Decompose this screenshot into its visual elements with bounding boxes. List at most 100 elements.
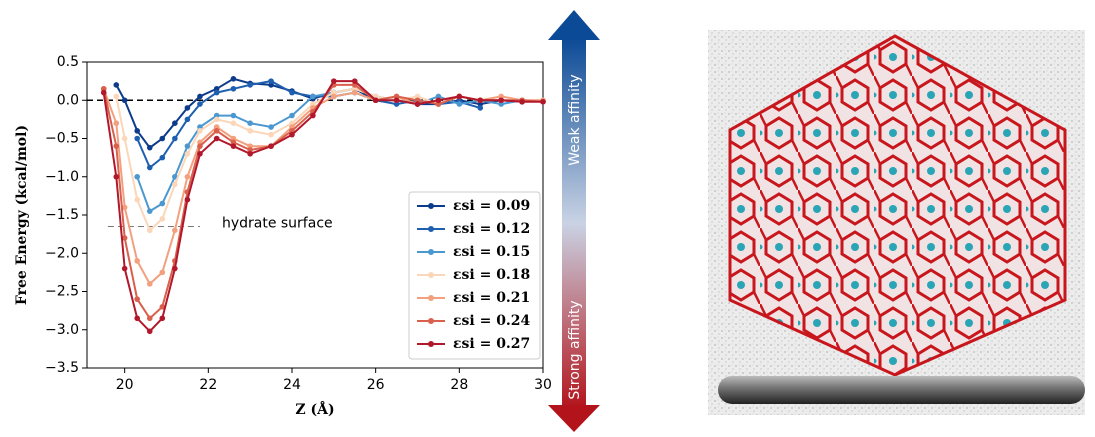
point [172,120,178,126]
point [184,173,191,180]
point [172,173,178,180]
point [372,97,379,104]
point [197,151,203,157]
point [289,89,295,96]
point [213,85,220,92]
point [230,85,237,92]
annotation-text: hydrate surface [222,215,333,231]
point [121,265,128,272]
point [146,208,153,214]
point [498,93,504,100]
legend-marker [428,295,434,301]
point [310,101,316,107]
point [113,173,120,180]
point [134,315,141,322]
legend-marker [428,341,434,347]
legend-label: εsi = 0.21 [453,290,530,306]
point [159,216,166,222]
point [435,101,442,107]
point [121,235,128,241]
point [134,196,141,203]
x-tick-label: 22 [199,377,217,393]
point [134,173,141,180]
point [351,89,358,96]
point [268,78,274,84]
point [393,97,400,104]
point [146,315,153,322]
point [184,151,191,157]
y-tick-label: −3.0 [45,322,79,338]
point [213,89,220,96]
legend-marker [428,272,434,278]
x-axis-label: Z (Å) [295,400,334,418]
point [146,144,153,151]
point [310,93,316,100]
point [121,204,128,211]
arrow-head-up [548,10,600,40]
molecular-image [708,30,1085,415]
point [268,82,274,88]
point [134,128,141,134]
point [414,101,421,107]
point [393,101,400,107]
x-tick-label: 20 [116,377,134,393]
point [197,93,203,100]
point [146,164,153,171]
point [146,227,153,234]
y-tick-label: −3.5 [45,360,79,376]
point [113,120,120,126]
point [100,85,107,92]
point [197,101,203,107]
hydrate-cluster [728,34,1067,377]
y-tick-label: −2.0 [45,245,79,261]
point [289,112,295,119]
point [247,120,253,126]
point [159,135,166,142]
point [268,131,274,138]
point [435,97,442,104]
point [247,147,253,153]
point [230,135,237,142]
point [435,93,442,100]
point [414,93,421,100]
legend-label: εsi = 0.12 [453,221,530,237]
point [213,135,220,142]
point [519,98,525,105]
point [230,76,237,82]
point [146,328,153,335]
legend-marker [428,249,434,255]
point [159,304,166,310]
point [498,97,504,104]
x-tick-label: 24 [283,377,301,393]
point [134,296,141,302]
point [100,89,107,96]
series-line [136,80,481,170]
point [289,131,295,138]
point [172,227,178,234]
point [247,128,253,134]
affinity-arrow: Weak affinity Strong affinity [548,10,600,432]
y-tick-label: 0.5 [57,54,79,70]
x-tick-label: 30 [534,377,552,393]
point [172,265,178,272]
legend-label: εsi = 0.09 [453,198,530,214]
point [351,85,358,92]
y-tick-label: 0.0 [57,92,79,108]
series-line [102,80,543,333]
point [331,78,337,84]
point [213,116,220,123]
point [172,181,178,188]
y-tick-label: −1.5 [45,207,79,223]
point [540,98,546,105]
point [213,128,220,134]
point [456,101,463,107]
point [477,97,484,104]
legend-marker [428,226,434,232]
legend-marker [428,203,434,209]
point [230,139,237,146]
point [121,135,128,142]
y-tick-label: −0.5 [45,131,79,147]
point [414,97,421,104]
point [230,143,237,149]
